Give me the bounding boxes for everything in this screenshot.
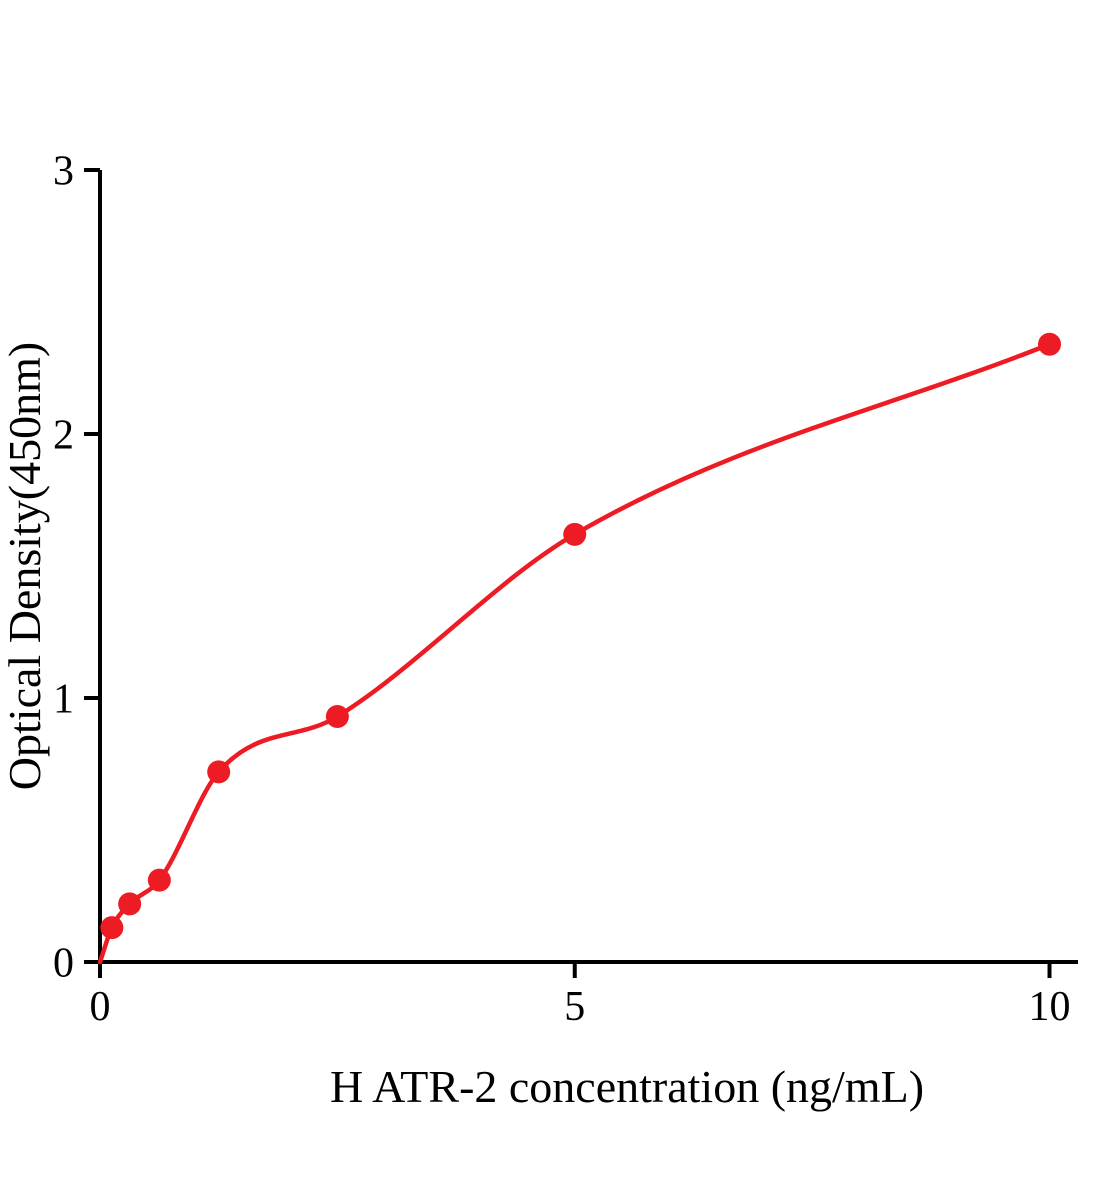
x-axis-title: H ATR-2 concentration (ng/mL) — [330, 1061, 924, 1112]
data-points — [100, 332, 1062, 940]
axis-lines — [98, 170, 1078, 964]
data-point — [100, 916, 124, 940]
data-point — [1038, 332, 1062, 356]
data-point — [325, 704, 349, 728]
y-tick-label: 1 — [53, 676, 74, 722]
data-point — [118, 892, 142, 916]
x-tick-label: 5 — [564, 984, 585, 1030]
data-point — [207, 760, 231, 784]
axis-ticks — [84, 168, 1052, 978]
axis-tick-labels: 0 1 2 3 0 5 10 — [53, 148, 1071, 1030]
axes — [98, 170, 1078, 964]
y-tick-label: 2 — [53, 412, 74, 458]
data-point — [147, 868, 171, 892]
fit-curve-line — [97, 341, 1052, 965]
y-tick-label: 3 — [53, 148, 74, 194]
y-axis-title: Optical Density(450nm) — [0, 342, 50, 790]
x-tick-label: 0 — [90, 984, 111, 1030]
x-tick-label: 10 — [1029, 984, 1071, 1030]
y-tick-label: 0 — [53, 940, 74, 986]
data-point — [563, 522, 587, 546]
